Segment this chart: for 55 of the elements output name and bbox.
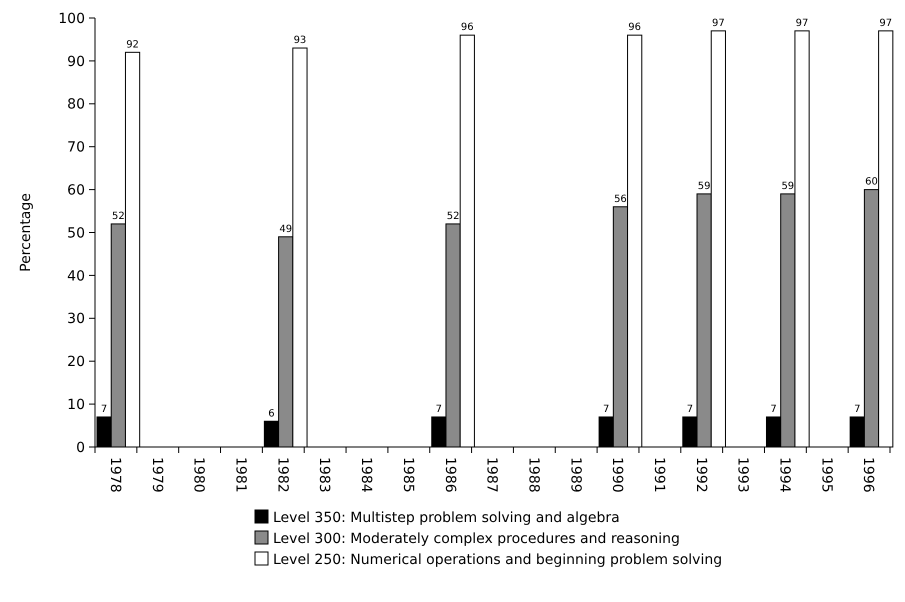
data-label: 7 — [603, 404, 610, 415]
data-label: 92 — [126, 39, 139, 50]
data-label: 93 — [294, 35, 306, 46]
x-tick-label: 1980 — [190, 457, 207, 493]
y-tick-label: 60 — [67, 182, 85, 198]
data-label: 7 — [436, 404, 442, 415]
x-tick-label: 1981 — [232, 457, 249, 493]
data-label: 97 — [796, 18, 808, 29]
data-label: 59 — [698, 180, 710, 192]
x-tick-label: 1993 — [734, 457, 751, 493]
y-tick-label: 50 — [67, 225, 85, 242]
y-tick-label: 70 — [67, 140, 85, 156]
y-tick-label: 80 — [67, 96, 85, 113]
data-label: 7 — [770, 404, 777, 415]
x-tick-label: 1979 — [148, 457, 165, 493]
x-tick-label: 1991 — [650, 457, 667, 493]
y-tick-label: 100 — [58, 10, 85, 27]
y-tick-label: 30 — [67, 311, 85, 328]
legend-label: Level 350: Multistep problem solving and algebra — [273, 510, 620, 526]
y-tick-label: 0 — [76, 440, 85, 456]
x-tick-label: 1988 — [525, 457, 542, 493]
x-tick-label: 1990 — [609, 457, 626, 493]
data-label: 7 — [686, 404, 694, 415]
x-tick-label: 1995 — [818, 457, 834, 493]
x-tick-label: 1978 — [107, 457, 124, 493]
data-label: 96 — [628, 22, 642, 34]
y-tick-label: 20 — [67, 354, 85, 370]
x-tick-label: 1996 — [860, 457, 876, 493]
data-label: 7 — [100, 404, 108, 415]
legend-label: Level 300: Moderately complex procedures and reasoning — [273, 530, 680, 547]
data-label: 97 — [712, 18, 725, 29]
data-label: 60 — [865, 176, 878, 188]
data-label: 52 — [446, 210, 460, 222]
y-tick-label: 10 — [67, 397, 85, 413]
x-tick-label: 1985 — [400, 457, 416, 493]
data-label: 96 — [460, 22, 474, 34]
data-label: 49 — [279, 224, 292, 235]
data-label: 7 — [854, 404, 860, 415]
y-tick-label: 90 — [67, 54, 85, 70]
data-label: 56 — [614, 194, 627, 205]
x-tick-label: 1992 — [692, 457, 709, 493]
x-tick-label: 1986 — [442, 457, 458, 493]
data-label: 52 — [112, 210, 125, 222]
data-label: 6 — [268, 408, 275, 420]
x-tick-label: 1982 — [274, 457, 290, 493]
x-tick-label: 1983 — [316, 457, 332, 493]
x-tick-label: 1994 — [776, 457, 792, 493]
y-axis-title: Percentage — [18, 193, 34, 272]
x-tick-label: 1989 — [567, 457, 584, 493]
legend-label: Level 250: Numerical operations and beginning problem solving — [273, 552, 722, 568]
x-tick-label: 1984 — [358, 457, 374, 493]
x-tick-label: 1987 — [484, 457, 500, 493]
data-label: 59 — [781, 180, 794, 192]
y-tick-label: 40 — [67, 268, 85, 284]
data-label: 97 — [879, 18, 892, 29]
